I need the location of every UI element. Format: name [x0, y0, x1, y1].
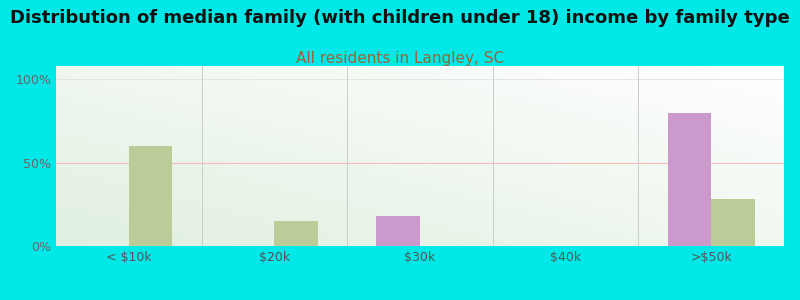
Text: Distribution of median family (with children under 18) income by family type: Distribution of median family (with chil… [10, 9, 790, 27]
Bar [667, 113, 711, 246]
Bar [711, 199, 755, 246]
Text: All residents in Langley, SC: All residents in Langley, SC [296, 51, 504, 66]
Bar [129, 146, 173, 246]
Bar [274, 221, 318, 246]
Bar [376, 216, 420, 246]
